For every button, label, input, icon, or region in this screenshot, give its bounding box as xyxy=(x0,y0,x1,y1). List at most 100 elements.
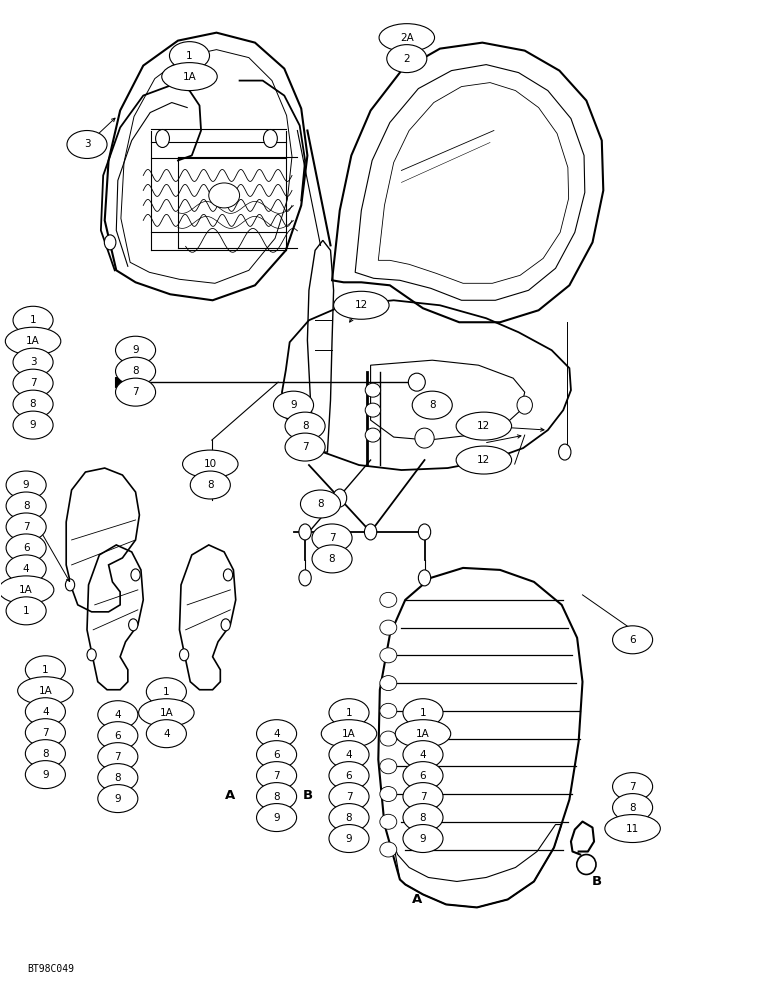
Ellipse shape xyxy=(139,699,194,727)
Text: 11: 11 xyxy=(626,824,639,834)
Ellipse shape xyxy=(221,619,230,631)
Ellipse shape xyxy=(104,235,116,250)
Ellipse shape xyxy=(147,720,186,748)
Ellipse shape xyxy=(162,63,217,91)
Text: 4: 4 xyxy=(273,729,280,739)
Ellipse shape xyxy=(412,391,452,419)
Text: 4: 4 xyxy=(23,564,29,574)
Ellipse shape xyxy=(223,569,232,581)
Ellipse shape xyxy=(0,576,54,604)
Ellipse shape xyxy=(329,825,369,853)
Ellipse shape xyxy=(25,656,66,684)
Text: 1A: 1A xyxy=(160,708,173,718)
Ellipse shape xyxy=(403,783,443,811)
Ellipse shape xyxy=(612,794,652,822)
Text: 7: 7 xyxy=(114,752,121,762)
Ellipse shape xyxy=(312,524,352,552)
Ellipse shape xyxy=(612,773,652,801)
Ellipse shape xyxy=(256,783,296,811)
Text: 8: 8 xyxy=(30,399,36,409)
Ellipse shape xyxy=(321,720,377,748)
Ellipse shape xyxy=(98,764,138,792)
Ellipse shape xyxy=(256,762,296,790)
Text: A: A xyxy=(411,893,422,906)
Ellipse shape xyxy=(13,348,53,376)
Text: 7: 7 xyxy=(329,533,335,543)
Text: A: A xyxy=(225,789,235,802)
Ellipse shape xyxy=(380,676,397,691)
Text: 8: 8 xyxy=(346,813,352,823)
Ellipse shape xyxy=(300,490,340,518)
Ellipse shape xyxy=(179,649,188,661)
Text: 7: 7 xyxy=(629,782,636,792)
Text: 7: 7 xyxy=(420,792,426,802)
Text: 1A: 1A xyxy=(183,72,196,82)
Ellipse shape xyxy=(380,731,397,746)
Text: 9: 9 xyxy=(420,834,426,844)
Text: 7: 7 xyxy=(30,378,36,388)
Text: 6: 6 xyxy=(273,750,280,760)
Text: 8: 8 xyxy=(132,366,139,376)
Ellipse shape xyxy=(334,291,389,319)
Ellipse shape xyxy=(380,814,397,829)
Polygon shape xyxy=(199,460,224,482)
Ellipse shape xyxy=(380,759,397,774)
Text: 6: 6 xyxy=(346,771,352,781)
Ellipse shape xyxy=(156,130,170,147)
Text: 8: 8 xyxy=(420,813,426,823)
Text: 7: 7 xyxy=(23,522,29,532)
Ellipse shape xyxy=(387,45,427,73)
Ellipse shape xyxy=(13,306,53,334)
Text: 12: 12 xyxy=(477,421,490,431)
Text: 4: 4 xyxy=(346,750,352,760)
Text: 8: 8 xyxy=(207,480,214,490)
Ellipse shape xyxy=(380,787,397,802)
Ellipse shape xyxy=(517,396,533,414)
Text: 7: 7 xyxy=(346,792,352,802)
Text: 4: 4 xyxy=(114,710,121,720)
Ellipse shape xyxy=(182,450,238,478)
Ellipse shape xyxy=(403,699,443,727)
Ellipse shape xyxy=(456,446,512,474)
Ellipse shape xyxy=(329,804,369,832)
Ellipse shape xyxy=(329,762,369,790)
Text: 6: 6 xyxy=(629,635,636,645)
Ellipse shape xyxy=(403,804,443,832)
Text: 6: 6 xyxy=(23,543,29,553)
Text: 2: 2 xyxy=(404,54,410,64)
Ellipse shape xyxy=(6,555,46,583)
Text: 8: 8 xyxy=(273,792,280,802)
Text: 3: 3 xyxy=(30,357,36,367)
Text: 9: 9 xyxy=(346,834,352,844)
Text: 8: 8 xyxy=(114,773,121,783)
Ellipse shape xyxy=(380,620,397,635)
Ellipse shape xyxy=(312,545,352,573)
Ellipse shape xyxy=(13,411,53,439)
Ellipse shape xyxy=(98,722,138,750)
Ellipse shape xyxy=(170,42,209,70)
Ellipse shape xyxy=(299,524,311,540)
Ellipse shape xyxy=(18,677,73,705)
Ellipse shape xyxy=(604,815,660,843)
Ellipse shape xyxy=(415,428,434,448)
Text: 1A: 1A xyxy=(26,336,40,346)
Text: 8: 8 xyxy=(329,554,335,564)
Ellipse shape xyxy=(612,626,652,654)
Text: 8: 8 xyxy=(629,803,636,813)
Ellipse shape xyxy=(577,855,596,874)
Text: 7: 7 xyxy=(42,728,49,738)
Ellipse shape xyxy=(190,471,230,499)
Text: B: B xyxy=(303,789,313,802)
Ellipse shape xyxy=(365,383,381,397)
Ellipse shape xyxy=(256,804,296,832)
Text: 7: 7 xyxy=(273,771,280,781)
Ellipse shape xyxy=(380,703,397,718)
Text: 1A: 1A xyxy=(416,729,430,739)
Ellipse shape xyxy=(408,373,425,391)
Ellipse shape xyxy=(98,743,138,771)
Text: 1: 1 xyxy=(30,315,36,325)
Ellipse shape xyxy=(263,130,277,147)
Text: 1: 1 xyxy=(186,51,193,61)
Text: 9: 9 xyxy=(290,400,297,410)
Ellipse shape xyxy=(25,719,66,747)
